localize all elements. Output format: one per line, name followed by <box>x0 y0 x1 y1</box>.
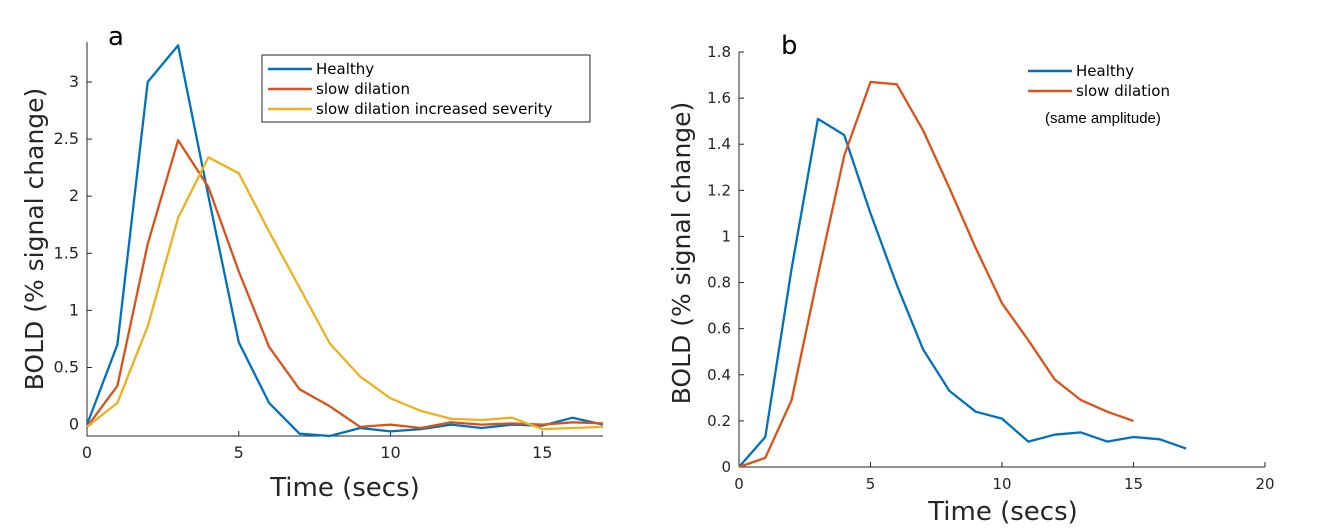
x-tick-label: 20 <box>1255 475 1274 493</box>
x-tick-label: 5 <box>866 475 876 493</box>
legend: Healthy slow dilation <box>1028 62 1170 100</box>
x-axis-label: Time (secs) <box>269 473 420 503</box>
y-tick-label: 1.5 <box>54 243 79 262</box>
panel-label: b <box>781 31 798 61</box>
series-line-healthy <box>738 117 1187 468</box>
x-tick-label: 0 <box>82 443 92 462</box>
legend-box <box>261 54 591 123</box>
x-tick-label: 15 <box>1124 475 1143 493</box>
y-tick-label: 0.4 <box>707 366 731 384</box>
y-axis-label: BOLD (% signal change) <box>667 102 696 405</box>
x-axis-label: Time (secs) <box>927 497 1078 527</box>
x-tick-label: 5 <box>234 443 244 462</box>
y-tick-label: 0.2 <box>707 412 731 430</box>
y-tick-label: 3 <box>69 72 79 91</box>
legend-entry: Healthy <box>316 60 374 78</box>
chart-panel-a: 0 5 10 15 0 0.5 1 1.5 2 2.5 3 a Time (secs) BOLD (% s… <box>20 22 604 503</box>
chart-panel-b: 0 5 10 15 20 0 0.2 0.4 0.6 0.8 1 1.2 1.4 1.6 1.8 b Time … <box>667 31 1275 527</box>
series-line-slow-dilation <box>738 80 1134 469</box>
series-line-slow-dilation <box>86 139 604 430</box>
y-tick-label: 2.5 <box>54 129 79 148</box>
y-tick-label: 0 <box>69 415 79 434</box>
x-tick-label: 10 <box>380 443 400 462</box>
y-tick-label: 1.2 <box>707 181 731 199</box>
legend: Healthy slow dilation slow dilation increa… <box>261 54 591 123</box>
y-tick-label: 1.6 <box>707 89 731 107</box>
y-tick-label: 1 <box>721 227 731 245</box>
legend-entry: slow dilation <box>316 80 410 98</box>
y-axis-label: BOLD (% signal change) <box>20 88 49 391</box>
y-tick-label: 0 <box>721 458 731 476</box>
y-tick-label: 2 <box>69 186 79 205</box>
y-tick-label: 0.6 <box>707 320 731 338</box>
series-line-healthy <box>85 44 604 438</box>
annotation-text: (same amplitude) <box>1045 110 1161 127</box>
x-tick-label: 15 <box>532 443 552 462</box>
y-tick-label: 0.8 <box>707 274 731 292</box>
legend-entry: slow dilation increased severity <box>316 100 553 118</box>
x-tick-label: 10 <box>992 475 1011 493</box>
x-tick-label: 0 <box>734 475 744 493</box>
y-tick-label: 1 <box>69 300 79 319</box>
legend-entry: Healthy <box>1076 62 1134 80</box>
y-tick-label: 1.8 <box>707 43 731 61</box>
series-line-slow-dilation-increased-severity <box>86 156 604 431</box>
y-tick-label: 0.5 <box>54 357 79 376</box>
y-tick-label: 1.4 <box>707 135 731 153</box>
legend-entry: slow dilation <box>1076 82 1170 100</box>
panel-label: a <box>108 22 124 52</box>
